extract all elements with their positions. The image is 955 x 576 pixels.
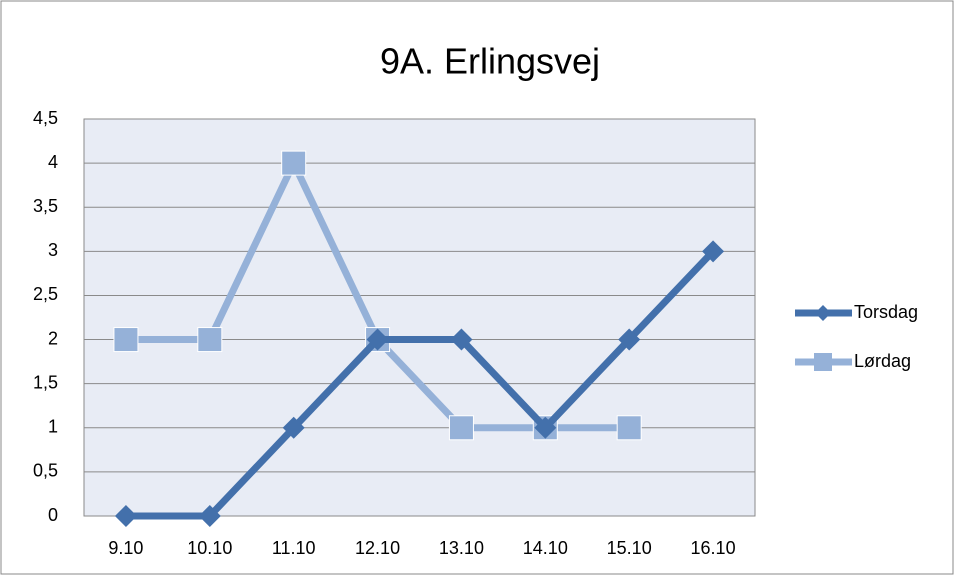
- marker: [198, 505, 221, 527]
- x-tick-label: 10.10: [187, 538, 232, 558]
- x-tick-label: 14.10: [523, 538, 568, 558]
- y-tick-label: 3,5: [33, 196, 58, 216]
- marker: [534, 416, 557, 439]
- legend-label: Lørdag: [854, 351, 911, 371]
- marker: [281, 150, 307, 176]
- y-tick-label: 0: [48, 505, 58, 525]
- y-tick-label: 4,5: [33, 108, 58, 128]
- x-tick-label: 12.10: [355, 538, 400, 558]
- marker: [197, 327, 223, 353]
- y-tick-label: 0,5: [33, 461, 58, 481]
- marker: [616, 415, 642, 441]
- chart-title: 9A. Erlingsvej: [380, 41, 600, 82]
- y-tick-label: 2,5: [33, 284, 58, 304]
- y-tick-label: 3: [48, 240, 58, 260]
- legend-label: Torsdag: [854, 302, 918, 322]
- marker: [450, 328, 473, 351]
- marker: [702, 240, 725, 263]
- series-line: [125, 248, 716, 520]
- x-tick-label: 9.10: [108, 538, 143, 558]
- legend-marker: [815, 305, 831, 321]
- legend-marker: [814, 353, 832, 371]
- marker: [448, 415, 474, 441]
- marker: [113, 327, 139, 353]
- x-tick-label: 16.10: [691, 538, 736, 558]
- marker: [114, 505, 137, 527]
- plot-area: [84, 119, 755, 516]
- marker: [282, 416, 305, 439]
- plot-frame: [83, 118, 756, 517]
- y-tick-label: 1: [48, 417, 58, 437]
- y-tick-label: 4: [48, 152, 58, 172]
- x-tick-label: 11.10: [272, 538, 316, 558]
- x-tick-label: 13.10: [439, 538, 484, 558]
- x-tick-label: 15.10: [607, 538, 652, 558]
- marker: [618, 328, 641, 351]
- y-tick-label: 1,5: [33, 372, 58, 392]
- marker: [366, 328, 389, 351]
- y-tick-label: 2: [48, 328, 58, 348]
